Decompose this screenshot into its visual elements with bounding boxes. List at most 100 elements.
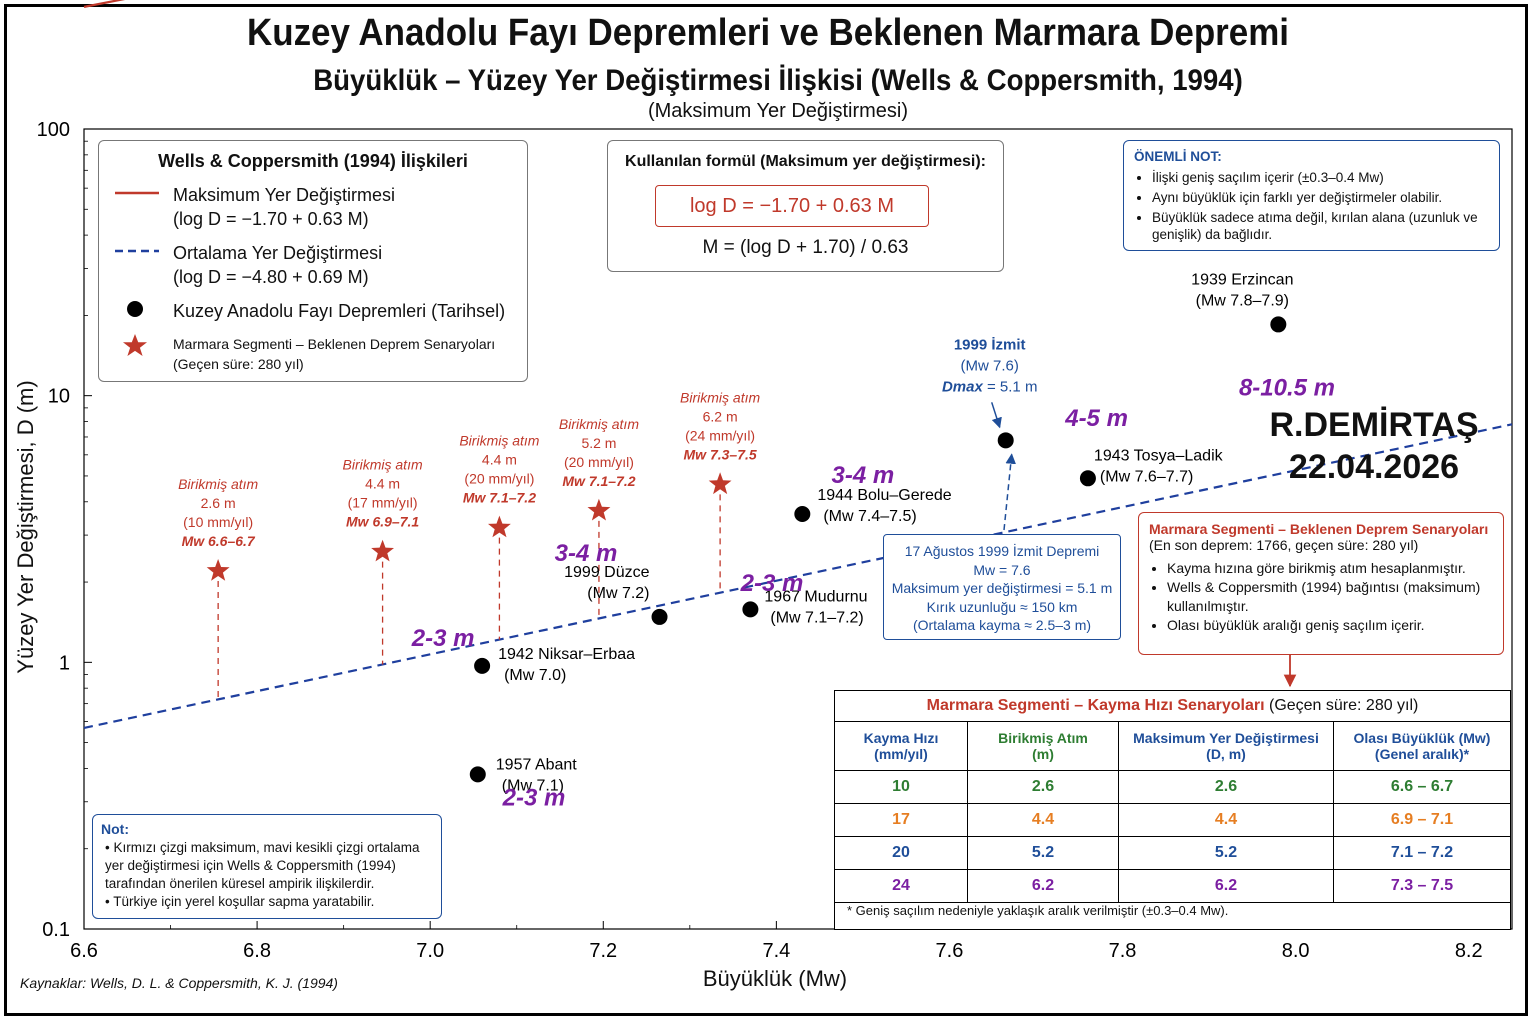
legend-title: Wells & Coppersmith (1994) İlişkileri — [158, 151, 468, 171]
scenario-label: Birikmiş atım — [459, 433, 539, 449]
formula-box: Kullanılan formül (Maksimum yer değiştir… — [607, 140, 1004, 272]
important-note-item: İlişki geniş saçılım içerir (±0.3–0.4 Mw… — [1152, 169, 1489, 186]
earthquake-dot — [1270, 316, 1287, 333]
earthquake-label: 1939 Erzincan — [1191, 271, 1293, 288]
legend-dot-symbol — [127, 301, 143, 317]
earthquake-label: 1999 Düzce — [564, 564, 649, 581]
izmit-info-box: 17 Ağustos 1999 İzmit Depremi Mw = 7.6 M… — [883, 534, 1121, 640]
scenario-label: (20 mm/yıl) — [564, 454, 634, 470]
earthquake-dot — [794, 505, 811, 522]
earthquake-dot — [997, 432, 1014, 449]
legend-max-eq: (log D = −1.70 + 0.63 M) — [173, 209, 369, 229]
earthquake-markers: 1939 Erzincan (Mw 7.8–7.9) 1943 Tosya–Ladi… — [469, 271, 1297, 794]
x-tick-label: 7.8 — [1109, 940, 1137, 962]
table-title-main: Marmara Segmenti – Kayma Hızı Senaryolar… — [926, 697, 1265, 714]
table: Kayma Hızı (mm/yıl) Birikmiş Atım (m) Maks… — [835, 721, 1510, 903]
earthquake-label: 1943 Tosya–Ladik — [1094, 447, 1224, 464]
scenario-star-icon — [488, 515, 511, 538]
earthquake-dot — [651, 608, 668, 625]
formula-inverse: M = (log D + 1.70) / 0.63 — [702, 237, 909, 258]
x-axis-label: Büyüklük (Mw) — [702, 966, 848, 991]
avg-displacement-line — [83, 423, 1513, 730]
izmit-box-arrow — [1003, 453, 1016, 531]
scenario-box-item: Olası büyüklük aralığı geniş saçılım içe… — [1167, 616, 1493, 635]
scenario-label: Mw 6.9–7.1 — [346, 514, 419, 530]
table-header: Maksimum Yer Değiştirmesi (D, m) — [1118, 721, 1334, 771]
scenario-box-item: Kayma hızına göre birikmiş atım hesaplan… — [1167, 559, 1493, 578]
scenario-label: 4.4 m — [482, 452, 517, 468]
formula-main: log D = −1.70 + 0.63 M — [655, 185, 929, 227]
scenario-label: 6.2 m — [703, 408, 738, 424]
legend-stars-sub: (Geçen süre: 280 yıl) — [173, 356, 304, 372]
y-tick-label: 1 — [59, 652, 70, 674]
source-citation: Kaynaklar: Wells, D. L. & Coppersmith, K… — [20, 975, 338, 991]
legend-dots-label: Kuzey Anadolu Fayı Depremleri (Tarihsel) — [173, 301, 506, 321]
note-title: Not: — [101, 821, 129, 837]
author-stamp: R.DEMİRTAŞ 22.04.2026 — [1238, 404, 1510, 488]
author-name: R.DEMİRTAŞ — [1269, 406, 1479, 444]
table-header-row: Kayma Hızı (mm/yıl) Birikmiş Atım (m) Maks… — [835, 721, 1510, 771]
x-tick-label: 6.8 — [243, 940, 271, 962]
earthquake-dot — [1079, 470, 1096, 487]
earthquake-mag: (Mw 7.1) — [502, 777, 564, 794]
izmit-label-dmax: Dmax = 5.1 m — [942, 378, 1037, 395]
range-annotations: 8-10.5 m 4-5 m 3-4 m 3-4 m 2-3 m 2-3 m 2-3 m — [411, 375, 1335, 812]
range-annotation: 2-3 m — [411, 625, 475, 652]
earthquake-dot — [474, 657, 491, 674]
earthquake-mag: (Mw 7.0) — [504, 667, 566, 684]
earthquake-label: 1967 Mudurnu — [764, 588, 867, 605]
table-row: 17 4.4 4.4 6.9 – 7.1 — [835, 803, 1510, 837]
scenario-label: (20 mm/yıl) — [464, 471, 534, 487]
izmit-label-mag: (Mw 7.6) — [961, 357, 1019, 374]
note-item: • Kırmızı çizgi maksimum, mavi kesikli ç… — [105, 840, 420, 891]
scenario-label: Birikmiş atım — [343, 457, 423, 473]
earthquake-dot — [469, 766, 486, 783]
x-tick-label: 8.2 — [1455, 940, 1483, 962]
x-tick-label: 7.4 — [762, 940, 790, 962]
scenario-label: 2.6 m — [201, 495, 236, 511]
max-displacement-line — [83, 0, 126, 8]
scenario-box-title: Marmara Segmenti – Beklenen Deprem Senar… — [1149, 521, 1489, 537]
scenario-label: 5.2 m — [581, 435, 616, 451]
chart-subtitle: Büyüklük – Yüzey Yer Değiştirmesi İlişki… — [313, 64, 1243, 97]
scenario-box-subtitle: (En son deprem: 1766, geçen süre: 280 yı… — [1149, 537, 1419, 553]
izmit-info-line: Maksimum yer değiştirmesi = 5.1 m — [891, 580, 1113, 596]
outer-frame — [4, 4, 1528, 1016]
y-tick-label: 100 — [37, 119, 70, 141]
x-tick-label: 7.2 — [589, 940, 617, 962]
scenario-markers: Birikmiş atım 2.6 m (10 mm/yıl) Mw 6.6–6.7 B… — [178, 389, 760, 700]
important-note-item: Aynı büyüklük için farklı yer değiştirme… — [1152, 189, 1489, 206]
earthquake-label: 1944 Bolu–Gerede — [817, 487, 951, 504]
earthquake-mag: (Mw 7.8–7.9) — [1196, 292, 1289, 309]
legend-avg-label: Ortalama Yer Değiştirmesi — [173, 243, 383, 263]
x-tick-label: 6.6 — [70, 940, 98, 962]
izmit-info-line: Mw = 7.6 — [973, 561, 1031, 578]
table-title: Marmara Segmenti – Kayma Hızı Senaryolar… — [835, 697, 1510, 715]
scenario-label: Mw 7.3–7.5 — [684, 446, 757, 462]
legend-avg-eq: (log D = −4.80 + 0.69 M) — [173, 267, 369, 287]
important-note-box: ÖNEMLİ NOT: İlişki geniş saçılım içerir … — [1123, 140, 1500, 251]
legend-max-label: Maksimum Yer Değiştirmesi — [173, 185, 396, 205]
y-tick-label: 0.1 — [42, 919, 70, 941]
earthquake-label: 1942 Niksar–Erbaa — [498, 646, 635, 663]
chart-subsubtitle: (Maksimum Yer Değiştirmesi) — [647, 100, 909, 122]
chart-title: Kuzey Anadolu Fayı Depremleri ve Beklene… — [246, 12, 1290, 54]
izmit-info-line: (Ortalama kayma ≈ 2.5–3 m) — [912, 617, 1092, 633]
izmit-info-line: Kırık uzunluğu ≈ 150 km — [926, 598, 1078, 615]
earthquake-mag: (Mw 7.6–7.7) — [1100, 468, 1193, 485]
scenario-star-icon — [371, 539, 394, 562]
izmit-info-line: 17 Ağustos 1999 İzmit Depremi — [904, 543, 1100, 559]
table-header: Olası Büyüklük (Mw) (Genel aralık)* — [1333, 721, 1510, 771]
range-annotation: 2-3 m — [502, 785, 566, 812]
x-tick-label: 7.6 — [936, 940, 964, 962]
scenario-label: (17 mm/yıl) — [348, 495, 418, 511]
table-footnote: * Geniş saçılım nedeniyle yaklaşık aralı… — [847, 903, 1229, 918]
table-header: Kayma Hızı (mm/yıl) — [835, 721, 968, 771]
scenario-info-box: Marmara Segmenti – Beklenen Deprem Senar… — [1138, 512, 1504, 655]
note-box: Not: • Kırmızı çizgi maksimum, mavi kesi… — [92, 814, 442, 919]
scenario-label: Mw 7.1–7.2 — [463, 490, 536, 506]
range-annotation: 3-4 m — [555, 540, 618, 567]
earthquake-mag: (Mw 7.2) — [587, 585, 649, 602]
izmit-label-arrow — [990, 402, 1002, 429]
